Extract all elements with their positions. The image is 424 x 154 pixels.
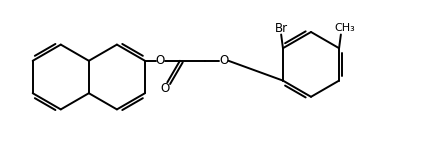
Text: CH₃: CH₃ (335, 23, 356, 33)
Text: Br: Br (275, 22, 288, 34)
Text: O: O (219, 54, 229, 67)
Text: O: O (161, 82, 170, 95)
Text: O: O (156, 54, 165, 67)
